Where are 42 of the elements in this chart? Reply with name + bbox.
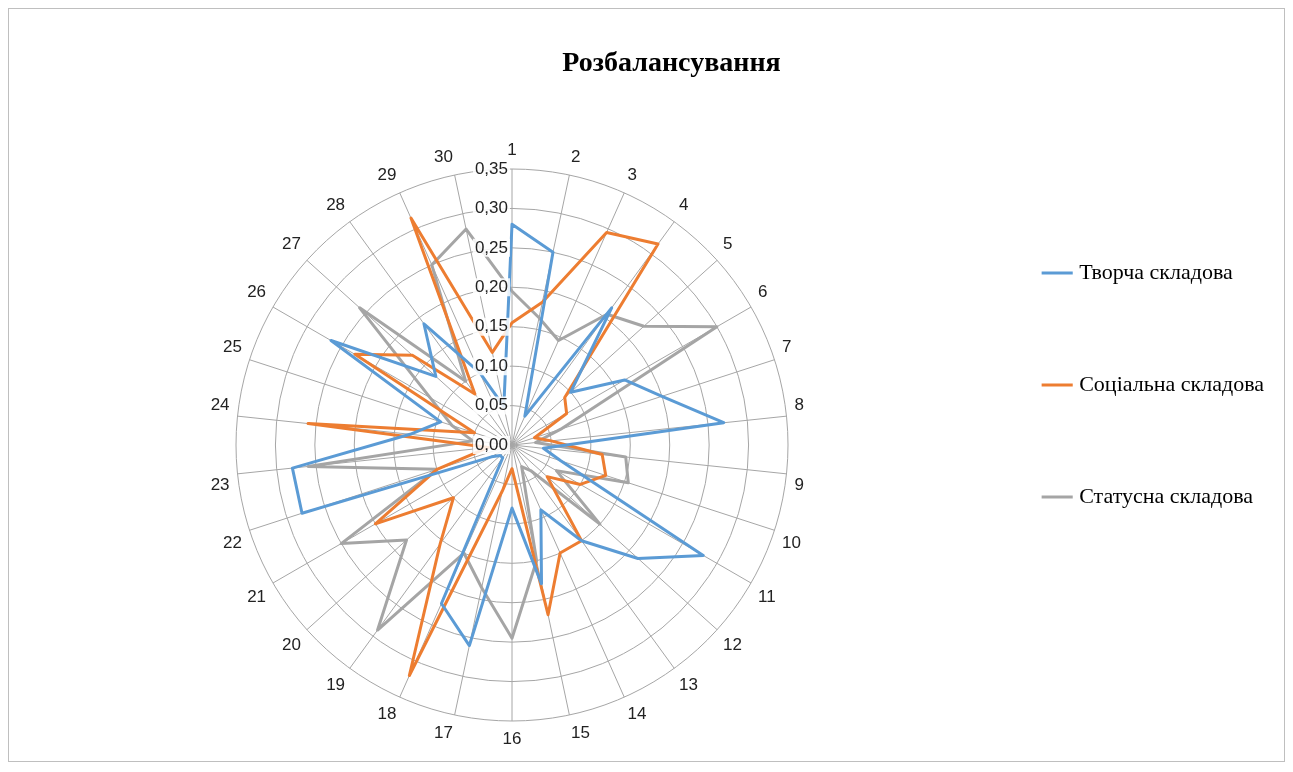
spoke-label: 22 — [222, 532, 242, 552]
y-tick-label: 0,15 — [474, 316, 508, 336]
y-tick-label: 0,30 — [474, 198, 508, 218]
spoke-label: 12 — [723, 634, 742, 654]
legend-label: Соціальна складова — [1079, 370, 1265, 396]
spoke-label: 28 — [326, 194, 346, 214]
spoke-label: 24 — [210, 394, 230, 414]
spoke-label: 10 — [782, 532, 802, 552]
spoke-label: 16 — [502, 728, 522, 748]
legend-label: Творча складова — [1079, 258, 1234, 284]
spoke-label: 1 — [507, 140, 517, 160]
chart-title: Розбалансування — [562, 46, 781, 78]
y-tick-label: 0,20 — [474, 276, 508, 296]
spoke-label: 14 — [627, 704, 647, 724]
spoke-label: 20 — [282, 634, 301, 654]
spoke-label: 17 — [434, 722, 453, 742]
spoke-label: 27 — [282, 234, 301, 254]
spoke-label: 6 — [757, 282, 768, 302]
spoke-label: 11 — [757, 586, 776, 606]
spoke-label: 23 — [210, 474, 230, 494]
spoke-label: 19 — [326, 674, 346, 694]
spoke-label: 8 — [794, 394, 804, 414]
legend-label: Статусна складова — [1079, 482, 1254, 508]
spoke-label: 15 — [571, 722, 590, 742]
spoke-label: 30 — [434, 146, 453, 166]
spoke-label: 29 — [377, 165, 397, 185]
y-tick-label: 0,10 — [474, 355, 508, 375]
y-tick-label: 0,35 — [474, 158, 508, 178]
spoke-label: 5 — [723, 234, 733, 254]
spoke-label: 25 — [222, 336, 242, 356]
spoke-label: 7 — [782, 336, 792, 356]
spoke-label: 21 — [247, 586, 267, 606]
spoke-label: 13 — [678, 674, 698, 694]
spoke-label: 3 — [627, 165, 637, 185]
spoke-label: 4 — [678, 194, 689, 214]
y-tick-label: 0,25 — [474, 237, 508, 257]
y-tick-label: 0,05 — [474, 395, 508, 415]
spoke-label: 9 — [794, 474, 804, 494]
spoke-label: 18 — [377, 704, 397, 724]
spoke-label: 26 — [247, 282, 267, 302]
spoke-label: 2 — [571, 146, 581, 166]
y-tick-label: 0,00 — [474, 434, 508, 454]
